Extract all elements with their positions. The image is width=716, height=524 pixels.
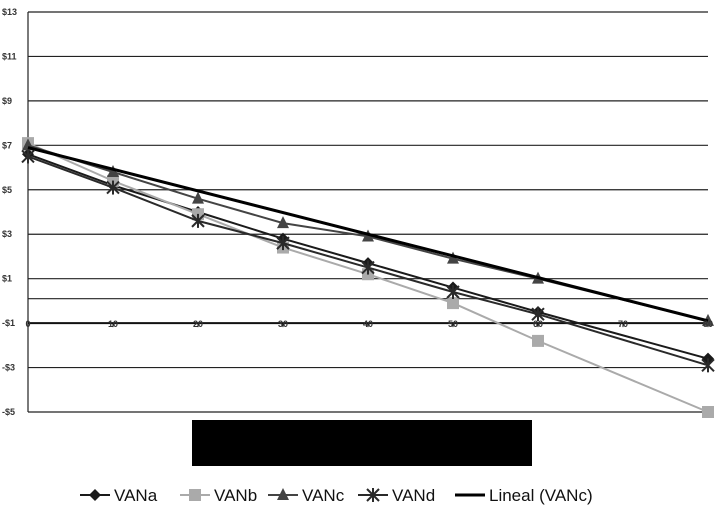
- legend-label: VANc: [302, 486, 345, 505]
- series-vanc: [22, 138, 714, 326]
- series-line: [27, 153, 709, 360]
- data-point: [276, 236, 290, 251]
- legend-label: VANd: [392, 486, 435, 505]
- y-tick-label: $11: [2, 51, 17, 61]
- x-tick-label: 0: [25, 319, 30, 329]
- legend-label: VANb: [214, 486, 257, 505]
- tick-labels: $13 $11 $9 $7 $5 $3 $1 -$1 -$3 -$5 0 10 20 30 40 50 60 70…: [2, 7, 713, 417]
- legend-label: Lineal (VANc): [489, 486, 593, 505]
- data-point: [447, 251, 459, 264]
- series-vanb: [22, 137, 714, 418]
- data-point: [21, 149, 35, 164]
- data-point: [366, 488, 380, 502]
- x-tick-label: 60: [533, 319, 543, 329]
- x-tick-label: 30: [278, 319, 288, 329]
- series-lineal-vanc: [27, 146, 709, 323]
- y-tick-label: $13: [2, 7, 17, 17]
- data-point: [446, 285, 460, 299]
- series-line: [27, 146, 709, 323]
- data-point: [447, 297, 459, 310]
- series-vand: [21, 149, 715, 373]
- x-tick-label: 40: [363, 319, 373, 329]
- y-tick-label: $5: [2, 185, 12, 195]
- data-point: [361, 260, 375, 275]
- y-tick-label: $7: [2, 140, 12, 150]
- series-line: [27, 155, 709, 367]
- legend-label: VANa: [114, 486, 158, 505]
- x-tick-label: 80: [703, 319, 713, 329]
- y-tick-label: -$5: [2, 407, 15, 417]
- series-vana: [22, 148, 714, 365]
- legend-item: VANa: [80, 486, 158, 505]
- data-point: [531, 307, 545, 322]
- y-tick-label: $3: [2, 229, 12, 239]
- series-layer: [21, 137, 715, 418]
- x-tick-label: 50: [448, 319, 458, 329]
- data-point: [702, 406, 714, 418]
- x-tick-label: 10: [108, 319, 118, 329]
- axes: [27, 12, 709, 412]
- data-point: [189, 489, 201, 501]
- x-tick-label: 70: [618, 319, 628, 329]
- series-line: [27, 142, 709, 413]
- y-tick-label: -$1: [2, 318, 15, 328]
- redaction-box: [192, 420, 532, 466]
- data-point: [532, 334, 544, 347]
- data-point: [192, 191, 204, 204]
- legend-item: VANc: [268, 486, 345, 505]
- data-point: [277, 488, 289, 500]
- legend-item: Lineal (VANc): [455, 486, 593, 505]
- data-point: [701, 358, 715, 373]
- y-tick-label: -$3: [2, 363, 15, 373]
- data-point: [191, 213, 205, 228]
- data-point: [277, 216, 289, 229]
- y-tick-label: $1: [2, 274, 12, 284]
- y-tick-label: $9: [2, 96, 12, 106]
- gridlines: [28, 11, 708, 413]
- legend-item: VANd: [358, 486, 435, 505]
- legend-item: VANb: [180, 486, 257, 505]
- data-point: [107, 165, 119, 177]
- data-point: [89, 489, 101, 501]
- data-point: [106, 180, 120, 195]
- legend: VANa VANb VANc VANd Lineal (VANc): [80, 486, 593, 505]
- x-tick-label: 20: [193, 319, 203, 329]
